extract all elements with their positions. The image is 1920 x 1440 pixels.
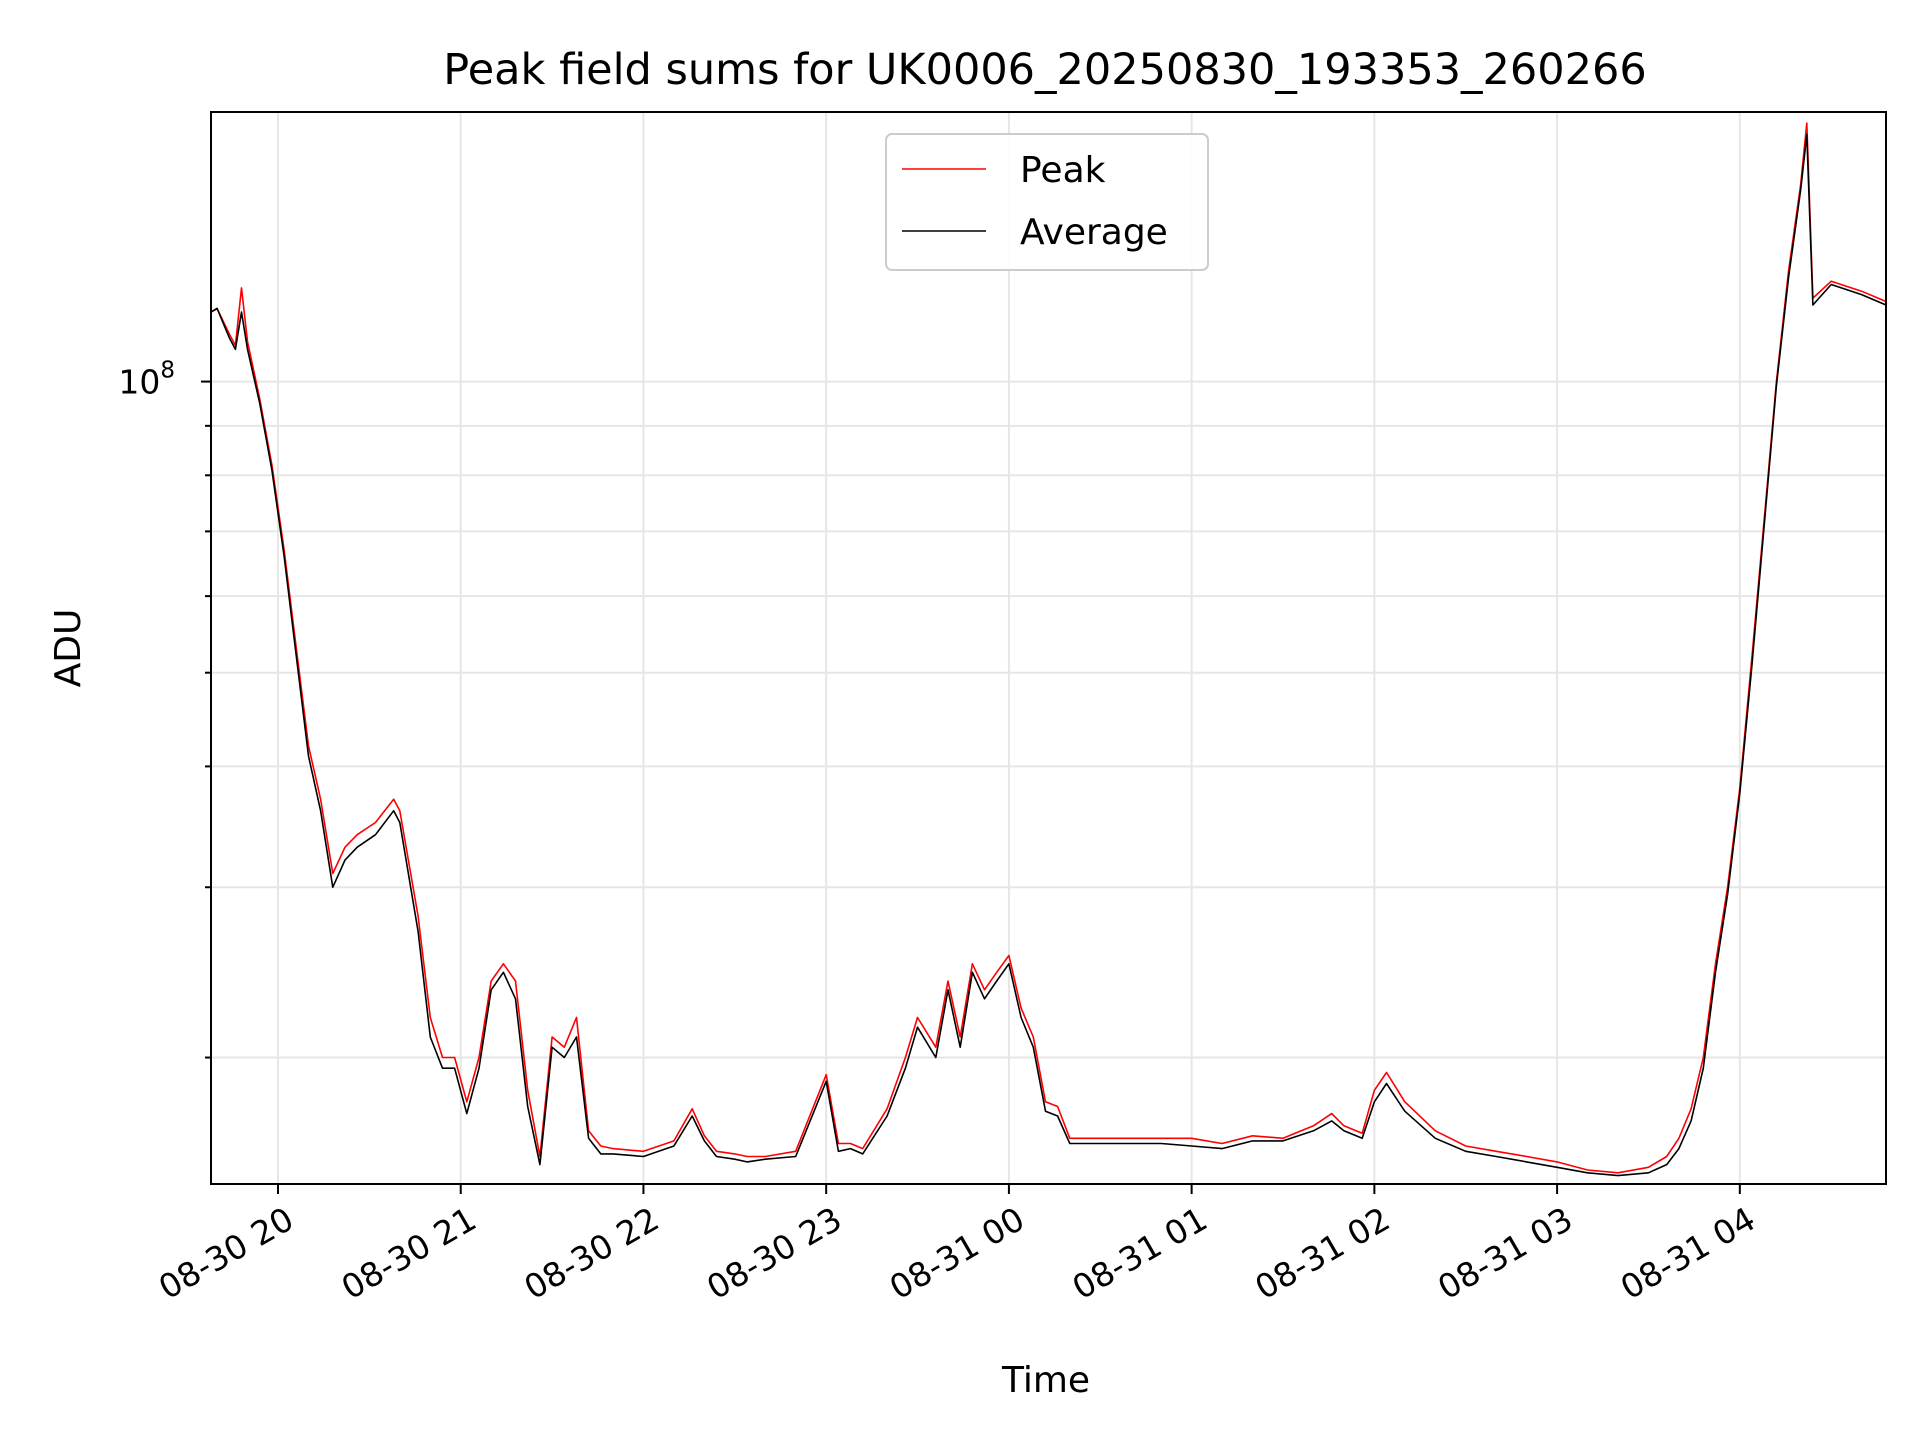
legend-box bbox=[885, 133, 1209, 271]
legend: Peak Average bbox=[885, 133, 1209, 271]
y-axis-label: ADU bbox=[48, 609, 89, 688]
chart-title: Peak field sums for UK0006_20250830_1933… bbox=[443, 45, 1646, 95]
average-series-line bbox=[210, 133, 1887, 1177]
peak-series-line bbox=[210, 122, 1887, 1174]
plot-area bbox=[210, 122, 1887, 1177]
x-axis-label: Time bbox=[1001, 1360, 1090, 1401]
y-tick-label-exponent: 8 bbox=[160, 358, 175, 384]
legend-average-label: Average bbox=[1020, 212, 1168, 253]
legend-peak-label: Peak bbox=[1020, 150, 1106, 191]
grid-layer bbox=[211, 112, 1886, 1184]
plot-frame bbox=[210, 111, 1887, 1185]
